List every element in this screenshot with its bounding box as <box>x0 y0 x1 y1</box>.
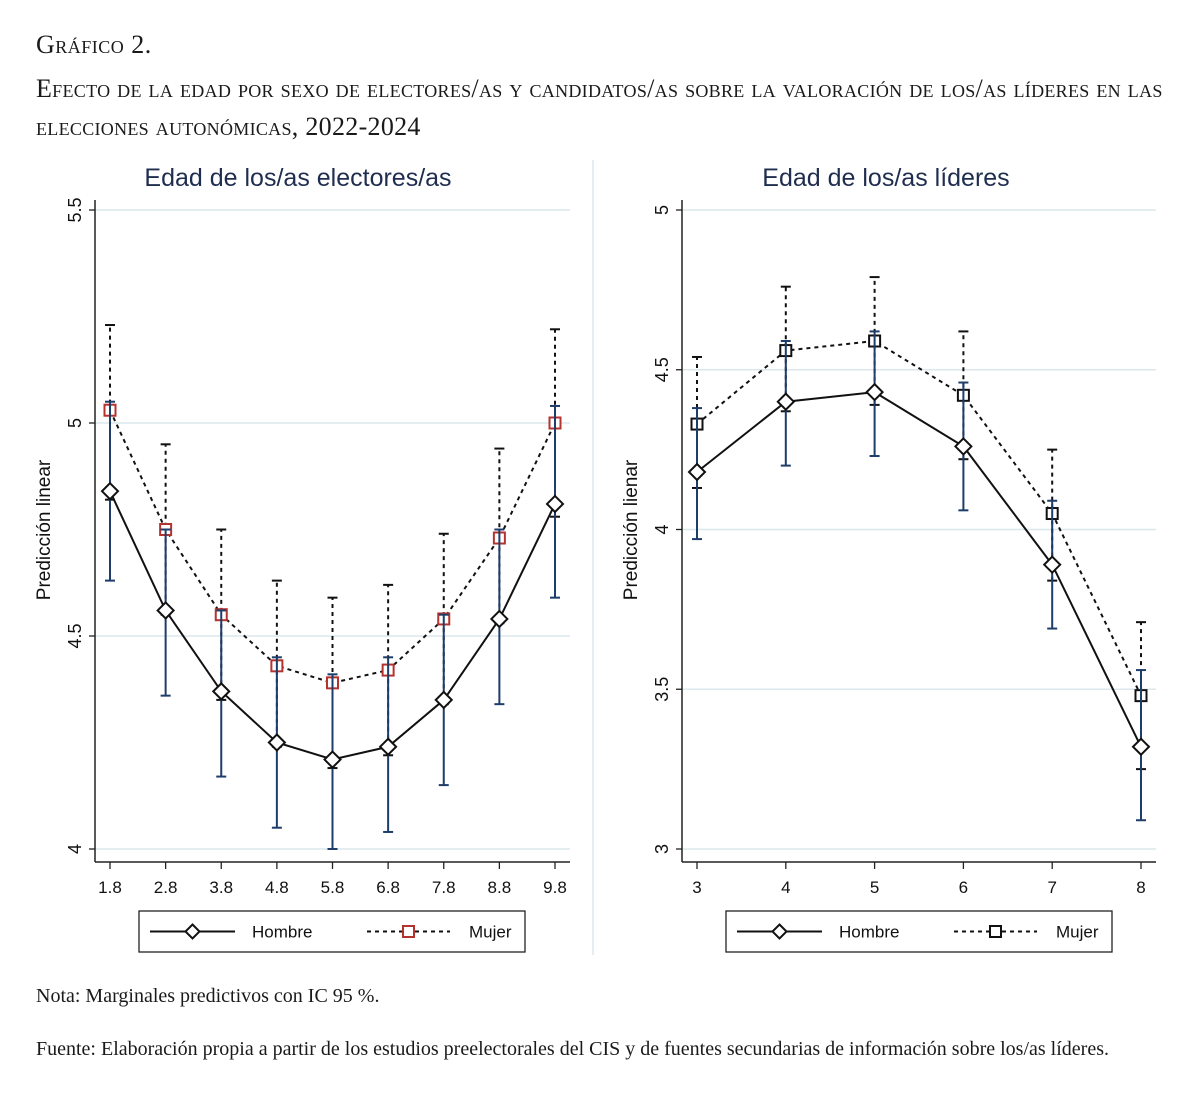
y-tick-label: 5.5 <box>65 197 85 222</box>
point-hombre <box>1042 555 1062 575</box>
chart-title: Edad de los/as líderes <box>762 164 1009 192</box>
point-hombre <box>378 737 398 757</box>
y-tick-label: 4.5 <box>65 623 85 648</box>
x-tick-label: 8.8 <box>488 878 512 897</box>
y-axis-label: Predicción lienar <box>621 459 642 600</box>
point-hombre <box>100 481 120 501</box>
figure-label: Gráfico 2. <box>36 30 152 59</box>
point-hombre <box>323 750 342 769</box>
x-tick-label: 5.8 <box>321 878 345 897</box>
legend-label-mujer: Mujer <box>469 923 512 942</box>
figure-source: Fuente: Elaboración propia a partir de l… <box>36 1038 1109 1060</box>
x-tick-label: 3 <box>692 878 701 897</box>
y-tick-label: 4 <box>652 524 672 534</box>
chart-panel-electores: Edad de los/as electores/as 4 4.5 5 5.5 Predi… <box>34 164 570 953</box>
figure-title: Efecto de la edad por sexo de electores/… <box>36 74 1163 141</box>
legend-box <box>725 910 1113 953</box>
x-tick-label: 9.8 <box>543 878 567 897</box>
y-tick-label: 3.5 <box>652 677 672 702</box>
point-hombre <box>865 382 885 402</box>
legend-label-mujer: Mujer <box>1056 923 1099 942</box>
y-tick-label: 4.5 <box>652 357 672 382</box>
x-tick-label: 6.8 <box>376 878 400 897</box>
x-tick-label: 3.8 <box>209 878 233 897</box>
x-tick-label: 4 <box>781 878 790 897</box>
point-hombre <box>489 609 509 629</box>
series-line-mujer <box>109 409 556 684</box>
point-hombre <box>1131 737 1151 757</box>
point-hombre <box>267 733 287 752</box>
legend-label-hombre: Hombre <box>252 923 312 942</box>
point-hombre <box>156 601 176 620</box>
legend-marker-hombre <box>184 923 201 940</box>
point-hombre <box>545 494 565 514</box>
point-hombre <box>953 437 973 456</box>
legend-marker-mujer <box>402 925 415 938</box>
series-line-mujer <box>696 339 1142 697</box>
chart-panel-lideres: Edad de los/as líderes 3 3.5 4 4.5 5 Predicció… <box>621 164 1156 953</box>
y-tick-label: 5 <box>65 418 85 428</box>
figure-note: Nota: Marginales predictivos con IC 95 %… <box>36 985 380 1007</box>
legend-marker-hombre <box>771 923 788 940</box>
x-tick-label: 2.8 <box>154 878 178 897</box>
x-tick-label: 5 <box>870 878 879 897</box>
x-tick-label: 8 <box>1136 878 1145 897</box>
y-tick-label: 4 <box>65 844 85 854</box>
legend-marker-mujer <box>989 925 1002 938</box>
point-hombre <box>776 392 796 412</box>
legend-label-hombre: Hombre <box>839 923 899 942</box>
x-tick-label: 6 <box>959 878 968 897</box>
series-line-hombre <box>696 391 1142 748</box>
x-tick-label: 4.8 <box>265 878 289 897</box>
y-axis-label: Predicción linear <box>34 459 55 600</box>
y-tick-label: 3 <box>652 844 672 854</box>
y-tick-label: 5 <box>652 205 672 215</box>
point-hombre <box>434 690 454 710</box>
x-tick-label: 7.8 <box>432 878 456 897</box>
x-tick-label: 1.8 <box>98 878 122 897</box>
point-hombre <box>211 681 231 701</box>
x-tick-label: 7 <box>1047 878 1056 897</box>
point-hombre <box>687 462 707 482</box>
chart-title: Edad de los/as electores/as <box>144 164 451 192</box>
